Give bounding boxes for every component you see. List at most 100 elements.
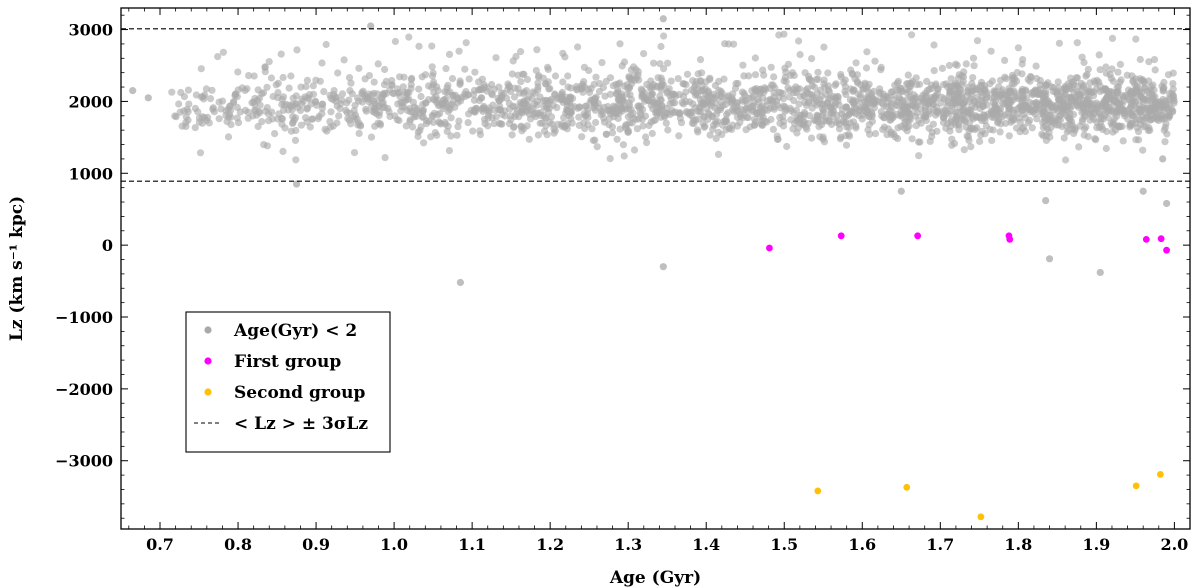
background-point <box>278 100 286 109</box>
background-point <box>506 112 515 120</box>
background-point <box>574 43 582 51</box>
y-tick-label: −3000 <box>55 452 113 471</box>
background-point <box>185 100 193 108</box>
background-point <box>775 31 783 39</box>
background-point <box>1047 83 1055 91</box>
background-point <box>327 108 335 116</box>
background-point <box>627 106 635 114</box>
background-point <box>1140 123 1148 131</box>
background-point <box>792 106 801 114</box>
background-outlier-point <box>659 263 667 271</box>
background-point <box>608 123 617 131</box>
background-point <box>621 122 630 130</box>
background-point <box>214 53 222 61</box>
background-point <box>938 64 947 72</box>
background-point <box>969 54 978 62</box>
background-point <box>751 54 760 62</box>
y-tick-label: −2000 <box>55 380 113 399</box>
background-point <box>912 74 920 82</box>
background-point <box>899 96 907 105</box>
background-point <box>323 127 331 135</box>
first-group-point <box>837 232 845 240</box>
background-point <box>805 90 814 98</box>
background-point <box>219 48 227 56</box>
background-point <box>614 80 623 88</box>
second-group-point <box>903 483 911 491</box>
background-point <box>353 115 361 123</box>
background-point <box>965 106 973 114</box>
background-point <box>1159 100 1167 108</box>
background-point <box>952 108 960 117</box>
background-point <box>1101 105 1109 114</box>
background-point <box>334 69 342 77</box>
background-point <box>1092 85 1100 93</box>
background-point <box>795 100 803 108</box>
background-point <box>863 48 871 56</box>
background-point <box>643 139 651 147</box>
background-point <box>896 112 904 120</box>
background-point <box>668 107 676 115</box>
background-point <box>1095 51 1103 59</box>
background-point <box>245 72 253 80</box>
background-point <box>813 101 821 109</box>
background-point <box>1169 69 1177 77</box>
background-point <box>749 106 757 114</box>
background-point <box>696 56 705 64</box>
background-point <box>1145 89 1153 97</box>
background-point <box>595 87 604 96</box>
background-point <box>238 84 246 92</box>
background-point <box>297 121 305 129</box>
background-point <box>978 96 986 104</box>
background-point <box>656 96 665 104</box>
background-point <box>1028 124 1036 132</box>
background-point <box>879 90 887 98</box>
background-point <box>1118 122 1126 130</box>
background-point <box>819 111 827 119</box>
background-point <box>947 75 955 83</box>
background-point <box>675 132 683 140</box>
background-point <box>642 133 650 141</box>
background-point <box>1041 122 1049 130</box>
background-point <box>287 72 295 80</box>
background-point <box>862 64 871 72</box>
background-point <box>433 131 441 139</box>
background-point <box>946 127 954 135</box>
background-point <box>1121 112 1129 120</box>
background-point <box>763 118 771 126</box>
background-point <box>915 138 923 146</box>
background-point <box>834 92 842 101</box>
background-point <box>268 108 276 116</box>
background-point <box>739 97 747 105</box>
background-point <box>1114 87 1122 95</box>
second-group-point <box>1156 470 1164 478</box>
background-point <box>1055 39 1063 47</box>
background-point <box>302 114 310 122</box>
background-point <box>391 37 399 46</box>
background-point <box>1093 106 1101 114</box>
background-point <box>278 115 286 123</box>
background-point <box>470 96 478 104</box>
background-point <box>630 63 638 71</box>
background-point <box>297 83 305 91</box>
background-point <box>563 102 571 110</box>
background-point <box>303 104 311 112</box>
background-point <box>554 120 562 128</box>
background-point <box>1149 81 1157 89</box>
background-point <box>944 119 952 127</box>
background-point <box>820 43 828 51</box>
background-point <box>989 109 997 117</box>
background-point <box>1168 108 1177 116</box>
first-group-point <box>766 244 773 252</box>
background-point <box>285 84 293 92</box>
background-point <box>405 33 413 41</box>
background-point <box>1115 95 1123 103</box>
background-point <box>879 125 887 134</box>
background-point <box>442 65 450 73</box>
background-point <box>1069 125 1077 133</box>
background-point <box>210 108 218 116</box>
background-point <box>462 39 470 47</box>
legend-label: Second group <box>234 383 365 403</box>
y-axis-title-text: Lz (km s⁻¹ kpc) <box>7 196 27 341</box>
background-point <box>428 112 436 120</box>
background-point <box>1136 101 1144 109</box>
